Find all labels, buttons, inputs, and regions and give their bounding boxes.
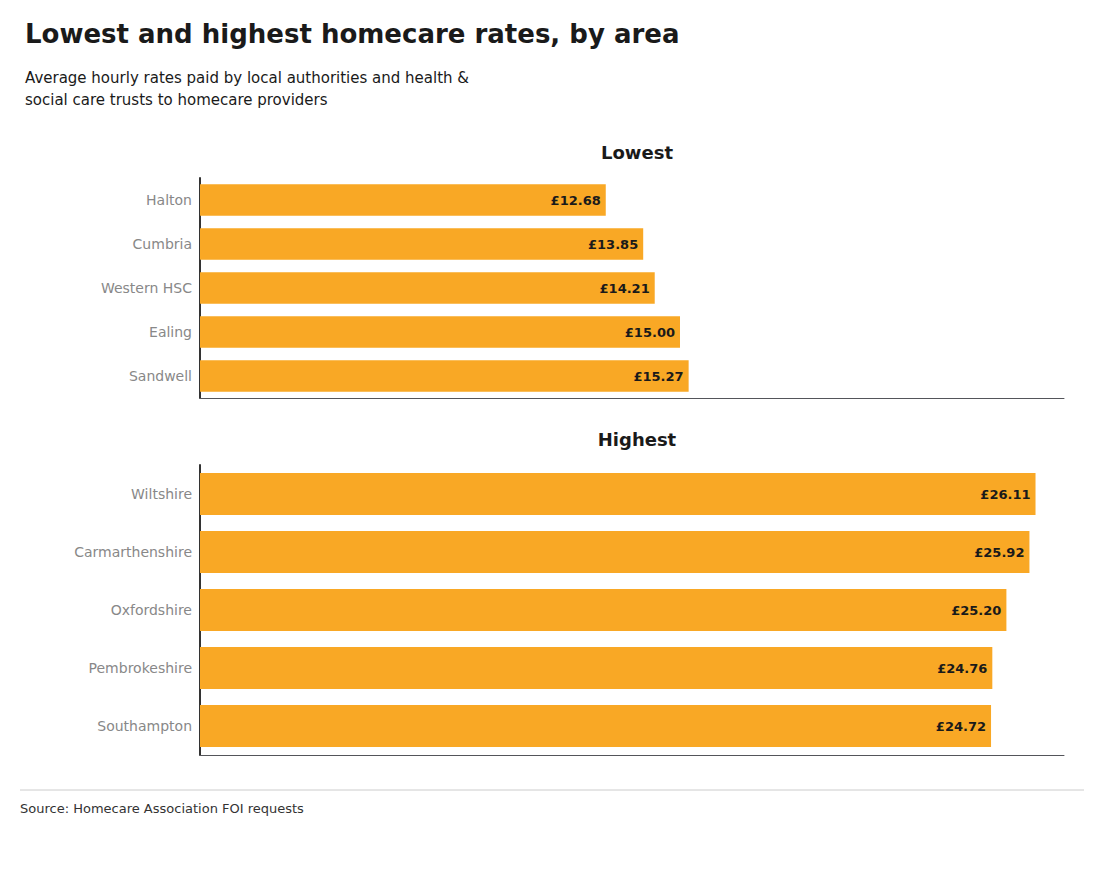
svg-text:Highest: Highest [598,429,677,450]
svg-text:Lowest and highest homecare ra: Lowest and highest homecare rates, by ar… [25,19,679,49]
svg-text:social care trusts to homecare: social care trusts to homecare providers [25,91,328,109]
svg-text:£12.68: £12.68 [551,193,601,208]
svg-text:Source: Homecare Association F: Source: Homecare Association FOI request… [20,801,304,816]
svg-text:£24.72: £24.72 [936,719,986,734]
svg-text:Lowest: Lowest [601,142,673,163]
svg-text:Cumbria: Cumbria [133,236,192,252]
svg-text:Sandwell: Sandwell [129,368,192,384]
svg-text:Average hourly rates paid by l: Average hourly rates paid by local autho… [25,69,469,87]
svg-text:Halton: Halton [146,192,192,208]
svg-text:Wiltshire: Wiltshire [131,486,192,502]
svg-text:Pembrokeshire: Pembrokeshire [89,660,192,676]
svg-text:£25.92: £25.92 [974,545,1024,560]
svg-text:£25.20: £25.20 [951,603,1001,618]
svg-text:Western HSC: Western HSC [101,280,192,296]
svg-text:Oxfordshire: Oxfordshire [111,602,192,618]
svg-text:£14.21: £14.21 [600,281,650,296]
svg-text:Carmarthenshire: Carmarthenshire [74,544,192,560]
svg-text:Ealing: Ealing [149,324,192,340]
svg-text:£15.00: £15.00 [625,325,675,340]
svg-text:£13.85: £13.85 [588,237,638,252]
svg-text:£15.27: £15.27 [633,369,683,384]
svg-text:£26.11: £26.11 [980,487,1030,502]
svg-text:Southampton: Southampton [97,718,192,734]
svg-text:£24.76: £24.76 [937,661,987,676]
